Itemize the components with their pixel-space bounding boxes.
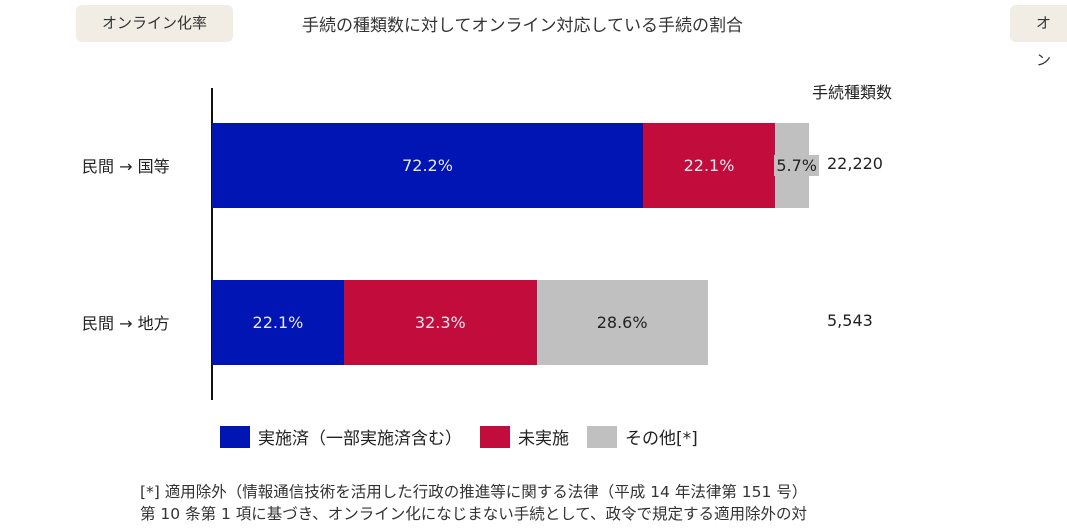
chart-title: 手続の種類数に対してオンライン対応している手続の割合 [302, 16, 743, 36]
legend-item: 実施済（一部実施済含む） [220, 424, 462, 449]
category-label: 民間 → 国等 [82, 157, 170, 176]
legend-label: 未実施 [518, 429, 569, 449]
legend: 実施済（一部実施済含む） 未実施 その他[*] [220, 424, 716, 449]
data-label: 32.3% [414, 313, 466, 332]
bar-segment: 28.6% [536, 280, 708, 365]
legend-item: その他[*] [587, 424, 698, 449]
bar-segment: 32.3% [343, 280, 537, 365]
tab-online-rate[interactable]: オンライン化率 [76, 5, 234, 42]
total-header: 手続種類数 [812, 83, 893, 102]
data-label: 22.1% [683, 156, 735, 175]
data-label: 5.7% [774, 155, 819, 176]
legend-item: 未実施 [480, 424, 569, 449]
total-value: 5,543 [827, 311, 873, 330]
bar-segment: 22.1% [643, 123, 775, 208]
category-label: 民間 → 地方 [82, 314, 170, 333]
footnote-line: 第 10 条第 1 項に基づき、オンライン化になじまない手続として、政令で規定す… [140, 505, 807, 523]
legend-swatch [220, 425, 250, 448]
legend-swatch [480, 425, 510, 448]
footnote: [*] 適用除外（情報通信技術を活用した行政の推進等に関する法律（平成 14 年… [140, 481, 807, 525]
y-axis [211, 88, 213, 400]
data-label: 28.6% [596, 313, 648, 332]
tab-online-next[interactable]: オン [1010, 5, 1067, 69]
data-label: 72.2% [402, 156, 453, 175]
bar-segment: 72.2% [212, 123, 644, 208]
bar-segment: 22.1% [212, 280, 344, 365]
bar-segment: 5.7% [774, 123, 819, 208]
total-value: 22,220 [827, 154, 883, 173]
footnote-line: [*] 適用除外（情報通信技術を活用した行政の推進等に関する法律（平成 14 年… [140, 483, 808, 501]
legend-label: 実施済（一部実施済含む） [258, 429, 462, 449]
data-label: 22.1% [252, 313, 304, 332]
legend-label: その他[*] [625, 429, 698, 449]
legend-swatch [587, 425, 617, 448]
